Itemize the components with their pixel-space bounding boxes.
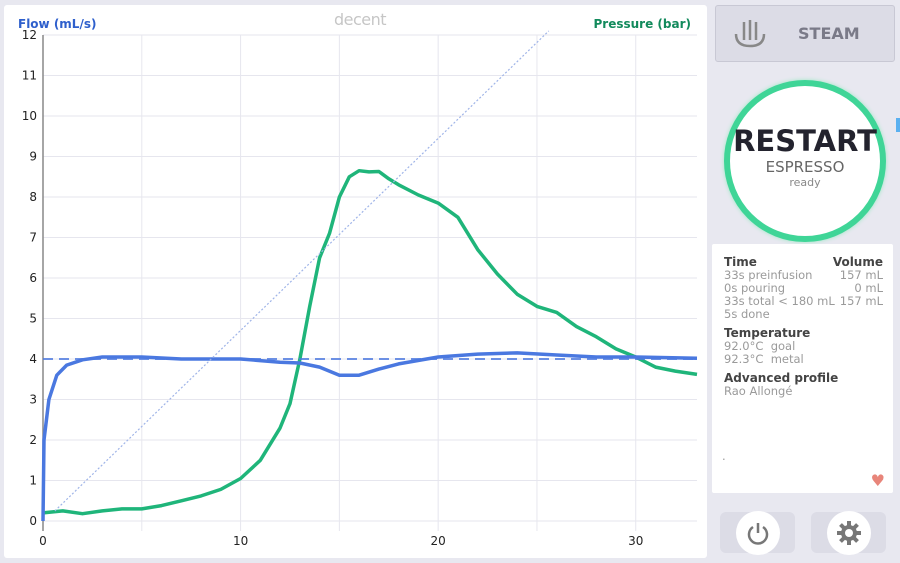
temp-value: 92.0°C bbox=[724, 339, 764, 353]
time-value: 33s preinfusion bbox=[724, 268, 813, 282]
steam-icon bbox=[734, 20, 766, 48]
pressure-line bbox=[42, 168, 698, 516]
y-tick-label: 9 bbox=[29, 150, 37, 164]
volume-value: 0 mL bbox=[854, 281, 883, 295]
temp-label: metal bbox=[770, 352, 804, 366]
pressure-axis-label: Pressure (bar) bbox=[593, 17, 692, 31]
time-value: 0s pouring bbox=[724, 281, 786, 295]
time-header: Time bbox=[724, 255, 757, 269]
y-tick-label: 8 bbox=[29, 190, 37, 204]
x-tick-label: 30 bbox=[628, 534, 643, 548]
temperature-header: Temperature bbox=[724, 326, 811, 340]
volume-value: 157 mL bbox=[839, 268, 883, 282]
settings-button[interactable] bbox=[811, 510, 886, 555]
restart-espresso-button[interactable]: RESTART ESPRESSO ready bbox=[724, 80, 886, 242]
y-tick-label: 5 bbox=[29, 312, 37, 326]
y-tick-label: 1 bbox=[29, 474, 37, 488]
espresso-label: ESPRESSO bbox=[765, 158, 845, 176]
flow-line bbox=[41, 351, 698, 522]
profile-header: Advanced profile bbox=[724, 371, 839, 385]
shot-chart: 0 1 2 3 4 5 6 7 8 9 10 11 12 0 10 20 30 Flow (mL/s) Pres… bbox=[4, 5, 707, 558]
shot-info-card: Time Volume 33s preinfusion 157 mL 0s pour… bbox=[712, 244, 893, 493]
x-tick-label: 20 bbox=[431, 534, 446, 548]
temp-value: 92.3°C bbox=[724, 352, 764, 366]
power-button[interactable] bbox=[720, 510, 795, 555]
y-tick-label: 11 bbox=[22, 69, 37, 83]
y-tick-label: 4 bbox=[29, 352, 37, 366]
weight-line bbox=[54, 30, 550, 512]
restart-label: RESTART bbox=[733, 124, 877, 158]
dot: . bbox=[722, 449, 726, 463]
y-tick-label: 10 bbox=[22, 109, 37, 123]
scroll-marker bbox=[896, 118, 900, 132]
power-icon bbox=[747, 522, 768, 545]
y-tick-label: 6 bbox=[29, 271, 37, 285]
x-tick-label: 0 bbox=[39, 534, 47, 548]
steam-label: STEAM bbox=[798, 24, 860, 43]
volume-header: Volume bbox=[832, 255, 883, 269]
decent-logo: decent bbox=[334, 10, 387, 29]
steam-button[interactable]: STEAM bbox=[715, 5, 895, 62]
status-label: ready bbox=[789, 176, 821, 189]
profile-name[interactable]: Rao Allongé bbox=[724, 384, 793, 398]
time-value: 5s done bbox=[724, 307, 770, 321]
volume-value: 157 mL bbox=[839, 294, 883, 308]
time-value: 33s total < 180 mL bbox=[724, 294, 835, 308]
temp-label: goal bbox=[770, 339, 796, 353]
flow-axis-label: Flow (mL/s) bbox=[18, 17, 97, 31]
y-tick-label: 12 bbox=[22, 28, 37, 42]
x-tick-label: 10 bbox=[233, 534, 248, 548]
y-tick-label: 0 bbox=[29, 514, 37, 528]
gear-icon bbox=[836, 520, 861, 545]
heart-icon[interactable]: ♥ bbox=[870, 471, 885, 490]
y-tick-label: 7 bbox=[29, 231, 37, 245]
y-tick-label: 3 bbox=[29, 393, 37, 407]
y-tick-label: 2 bbox=[29, 433, 37, 447]
